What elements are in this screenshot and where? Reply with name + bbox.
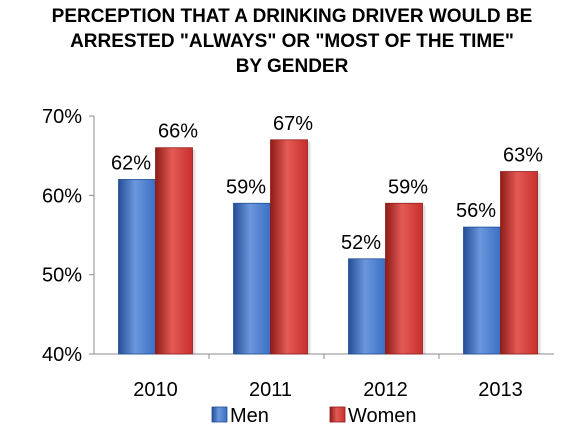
data-label-men-2011: 59% [226,176,266,198]
chart-title-line-2: ARRESTED "ALWAYS" OR "MOST OF THE TIME" [70,31,514,52]
data-label-men-2010: 62% [111,152,151,174]
y-tick-label: 70% [42,106,82,128]
y-tick-label: 40% [42,344,82,366]
data-label-women-2010: 66% [158,121,198,143]
bar-men-2011 [233,202,271,355]
legend-swatch-men [211,406,228,423]
y-tick-label: 50% [42,265,82,287]
bar-women-2012 [385,202,423,355]
data-label-women-2011: 67% [273,113,313,135]
chart-title: PERCEPTION THAT A DRINKING DRIVER WOULD … [0,4,584,79]
data-label-men-2012: 52% [341,232,381,254]
data-label-women-2013: 63% [503,145,543,167]
legend: Men Women [211,405,417,427]
y-tick-label: 60% [42,185,82,207]
x-tick-label: 2010 [133,379,178,401]
legend-swatch-women [329,406,346,423]
bar-men-2010 [118,179,156,355]
bar-men-2013 [463,226,501,355]
bar-women-2011 [270,139,308,355]
legend-label-women: Women [348,405,417,427]
bars [118,139,541,355]
legend-label-men: Men [230,405,269,427]
data-label-women-2012: 59% [388,176,428,198]
bar-women-2013 [500,171,538,355]
chart-title-line-3: BY GENDER [235,56,349,77]
x-tick-label: 2013 [478,379,523,401]
bar-men-2012 [348,258,386,355]
chart-title-line-1: PERCEPTION THAT A DRINKING DRIVER WOULD … [51,6,533,27]
data-label-men-2013: 56% [456,200,496,222]
bar-women-2010 [155,147,193,355]
x-tick-label: 2011 [249,379,292,401]
x-tick-label: 2012 [363,379,408,401]
axes: 40% 50% 60% 70% 2010 2011 2012 2013 [42,106,554,401]
data-labels: 62% 66% 59% 67% 52% 59% 56% 63% [111,113,543,254]
